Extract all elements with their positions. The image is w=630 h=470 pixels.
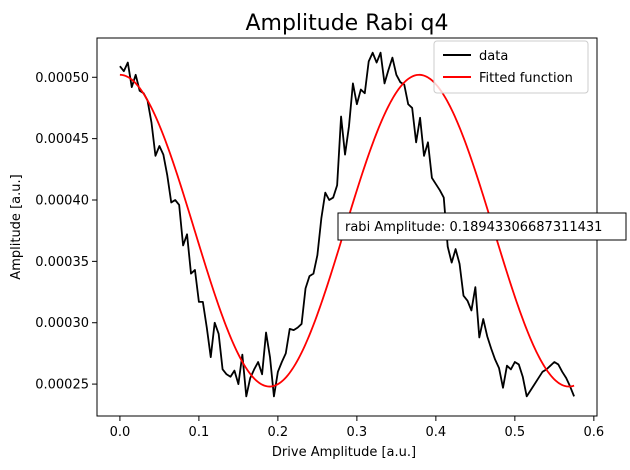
y-tick-label: 0.00025 xyxy=(35,378,89,393)
x-tick-label: 0.6 xyxy=(583,425,604,440)
y-tick-label: 0.00040 xyxy=(35,194,89,209)
annotation: rabi Amplitude: 0.18943306687311431 xyxy=(337,212,627,241)
x-tick-label: 0.4 xyxy=(426,425,447,440)
legend-label-data: data xyxy=(479,49,508,64)
x-tick-label: 0.3 xyxy=(347,425,368,440)
legend-box xyxy=(433,40,589,94)
legend: data Fitted function xyxy=(433,40,589,94)
series-line-data xyxy=(119,51,575,398)
y-tick-label: 0.00045 xyxy=(35,132,89,147)
chart-title: Amplitude Rabi q4 xyxy=(245,11,448,36)
y-tick-label: 0.00050 xyxy=(35,71,89,86)
y-tick-label: 0.00030 xyxy=(35,316,89,331)
x-tick-label: 0.5 xyxy=(505,425,526,440)
x-tick-label: 0.1 xyxy=(189,425,210,440)
x-tick-label: 0.0 xyxy=(110,425,131,440)
y-tick-label: 0.00035 xyxy=(35,255,89,270)
x-tick-label: 0.2 xyxy=(268,425,289,440)
x-axis-label: Drive Amplitude [a.u.] xyxy=(272,445,416,460)
legend-label-fit: Fitted function xyxy=(479,71,573,86)
annotation-box xyxy=(337,212,627,241)
annotation-text: rabi Amplitude: 0.18943306687311431 xyxy=(345,220,602,235)
y-axis-label: Amplitude [a.u.] xyxy=(9,174,24,279)
